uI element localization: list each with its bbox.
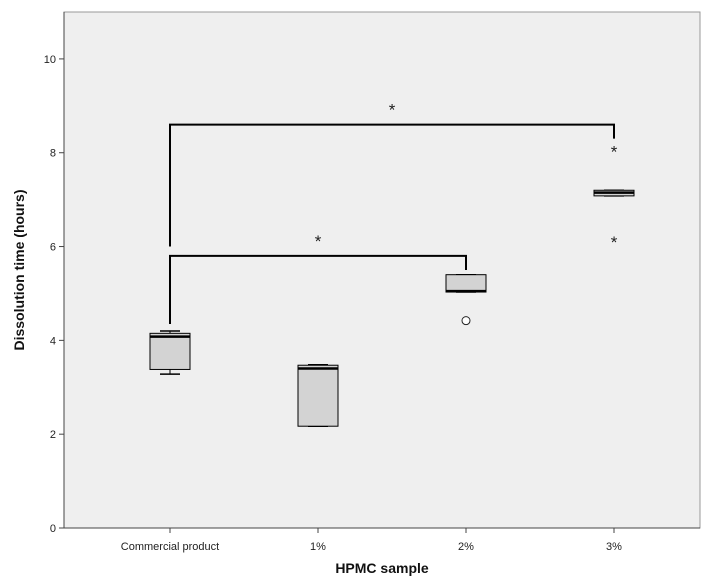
box-iqr bbox=[297, 364, 339, 427]
y-tick-label: 8 bbox=[50, 148, 56, 160]
y-tick-label: 0 bbox=[50, 523, 56, 535]
x-tick-label: 1% bbox=[310, 541, 326, 553]
significance-bracket bbox=[169, 254, 467, 324]
box-1 bbox=[149, 330, 191, 375]
extreme-point: * bbox=[611, 142, 618, 161]
box-iqr bbox=[149, 332, 191, 370]
box-3 bbox=[445, 273, 487, 326]
significance-star: * bbox=[389, 101, 396, 120]
y-axis: 0 2 4 6 8 10 bbox=[44, 12, 65, 535]
box-iqr bbox=[445, 274, 487, 293]
x-tick-label: Commercial product bbox=[121, 541, 219, 553]
y-tick-label: 6 bbox=[50, 242, 56, 254]
extreme-point: * bbox=[611, 233, 618, 252]
x-tick-label: 2% bbox=[458, 541, 474, 553]
y-tick-label: 2 bbox=[50, 429, 56, 441]
outlier-point bbox=[461, 316, 471, 326]
x-axis-title: HPMC sample bbox=[335, 560, 429, 576]
box-2 bbox=[297, 364, 339, 427]
x-axis: Commercial product 1% 2% 3% bbox=[64, 527, 700, 553]
significance-star: * bbox=[315, 232, 322, 251]
y-tick-label: 4 bbox=[50, 335, 56, 347]
y-axis-title: Dissolution time (hours) bbox=[11, 190, 27, 351]
plot-area bbox=[63, 11, 701, 529]
boxes: ** bbox=[149, 142, 635, 427]
y-tick-label: 10 bbox=[44, 54, 56, 66]
significance-brackets: ** bbox=[169, 101, 615, 324]
x-tick-label: 3% bbox=[606, 541, 622, 553]
significance-bracket bbox=[169, 123, 615, 247]
box-4: ** bbox=[593, 142, 635, 252]
